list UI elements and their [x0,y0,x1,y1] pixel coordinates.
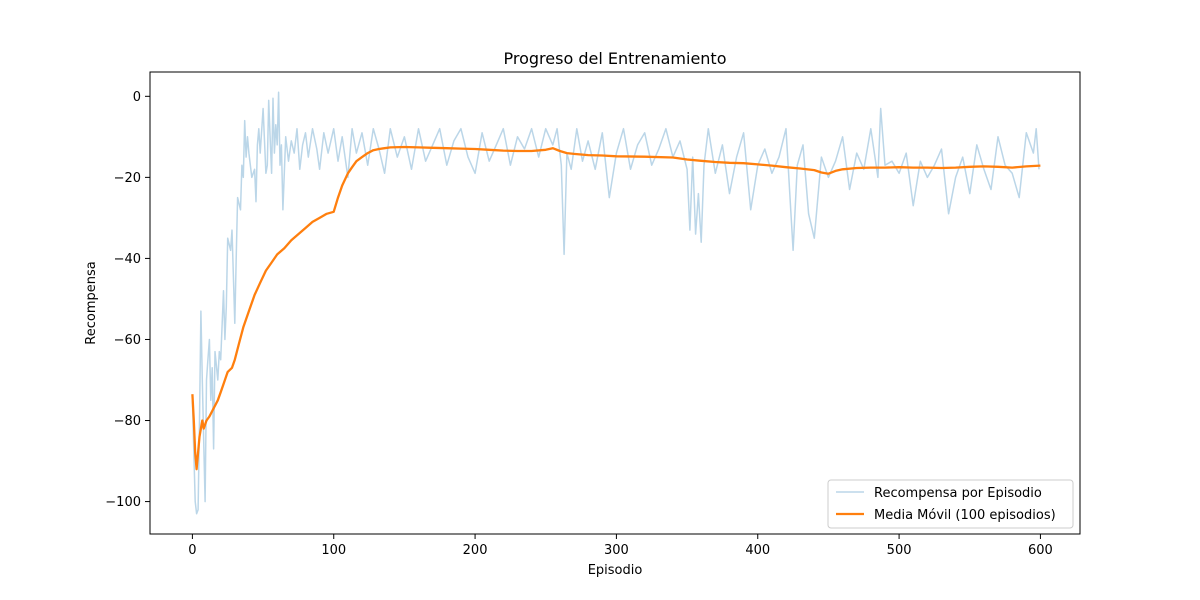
x-tick-label: 0 [188,543,196,558]
chart-title: Progreso del Entrenamiento [504,49,727,68]
y-tick-label: −40 [114,252,141,267]
legend-label-episode-reward: Recompensa por Episodio [874,486,1042,501]
y-tick-label: −80 [114,414,141,429]
x-tick-label: 500 [887,543,912,558]
series-line-moving-average [191,145,1041,471]
x-tick-label: 400 [745,543,770,558]
y-tick-label: 0 [133,90,141,105]
series-line-episode-reward [191,91,1040,515]
x-axis-ticks: 0 100 200 300 400 500 600 [188,534,1053,558]
plot-area [191,91,1041,515]
x-tick-label: 100 [321,543,346,558]
legend-box [827,479,1074,529]
legend-label-moving-average: Media Móvil (100 episodios) [874,508,1056,523]
y-axis-label: Recompensa [84,261,99,344]
plot-frame [149,71,1081,535]
y-axis-ticks: 0 −20 −40 −60 −80 −100 [105,90,150,510]
x-tick-label: 200 [463,543,488,558]
legend: Recompensa por Episodio Media Móvil (100… [827,479,1074,529]
x-axis-label: Episodio [588,563,643,578]
y-tick-label: −20 [114,171,141,186]
y-tick-label: −60 [114,333,141,348]
x-tick-label: 300 [604,543,629,558]
x-tick-label: 600 [1028,543,1053,558]
y-tick-label: −100 [105,495,141,510]
